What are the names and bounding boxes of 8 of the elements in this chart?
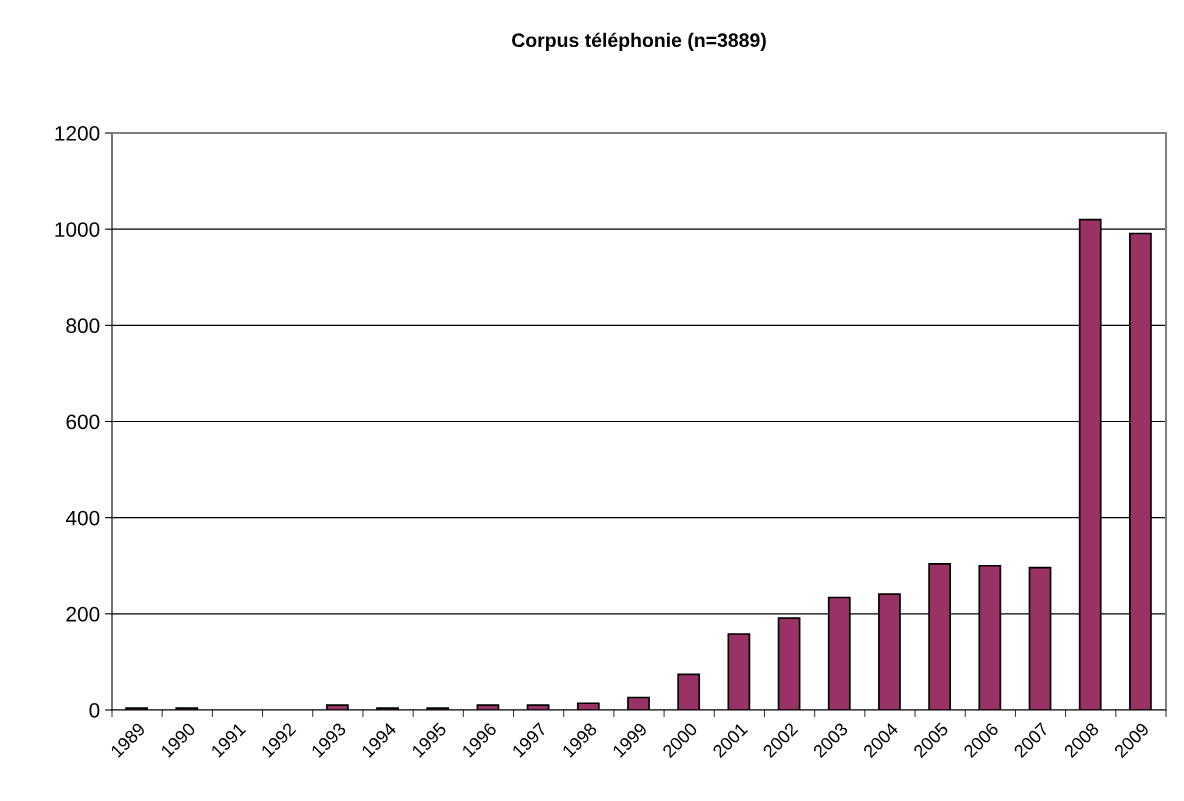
y-tick-label: 600 xyxy=(66,414,100,430)
chart-title: Corpus téléphonie (n=3889) xyxy=(512,32,766,51)
y-tick-label: 200 xyxy=(66,606,100,622)
y-tick-label: 1000 xyxy=(55,222,100,237)
y-tick-label: 1200 xyxy=(55,126,100,141)
y-tick-label: 400 xyxy=(65,510,100,526)
y-tick-label: 0 xyxy=(89,703,100,718)
y-tick-label: 800 xyxy=(66,318,100,334)
